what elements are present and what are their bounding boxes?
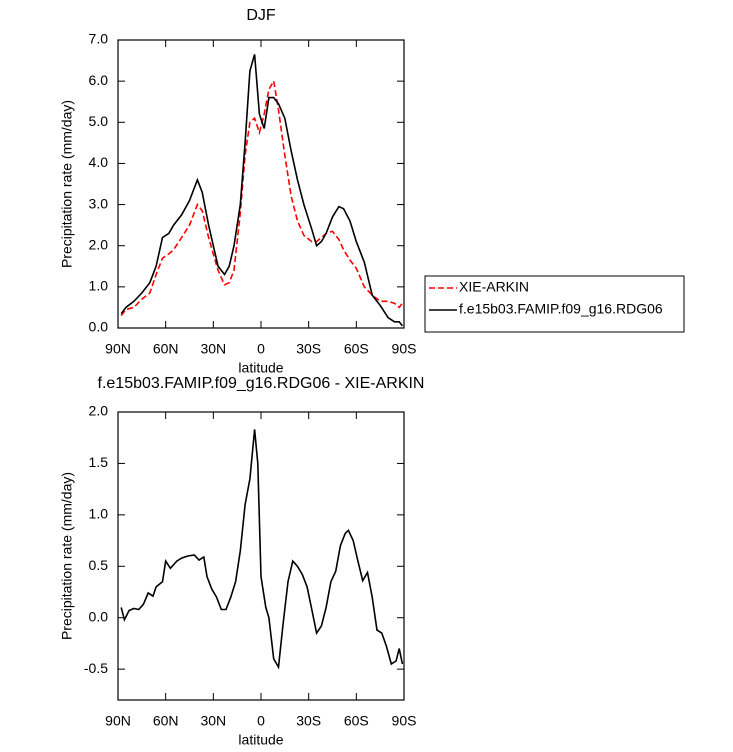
legend-box [424, 275, 685, 333]
data-line [120, 54, 404, 327]
y-tick-label: 7.0 [89, 31, 109, 47]
x-tick-label: 60N [153, 341, 179, 357]
plot-frame [117, 39, 405, 329]
x-tick-label: 30S [296, 713, 321, 729]
x-tick-label: 60S [344, 341, 369, 357]
x-axis-label: latitude [238, 732, 283, 748]
x-tick-label: 60S [344, 713, 369, 729]
y-tick-label: 4.0 [89, 154, 109, 170]
y-tick-label: -0.5 [84, 660, 108, 676]
chart-title: DJF [246, 7, 276, 24]
x-tick-label: 0 [257, 713, 265, 729]
y-tick-label: 6.0 [89, 72, 109, 88]
x-tick-label: 30N [200, 713, 226, 729]
y-tick-label: 3.0 [89, 195, 109, 211]
x-tick-label: 60N [153, 713, 179, 729]
x-tick-label: 90N [105, 341, 131, 357]
legend-label: f.e15b03.FAMIP.f09_g16.RDG06 [459, 301, 663, 317]
y-tick-label: 0.5 [89, 557, 109, 573]
x-tick-label: 90S [392, 341, 417, 357]
y-tick-label: 0.0 [89, 319, 109, 335]
y-tick-label: 2.0 [89, 236, 109, 252]
legend-label: XIE-ARKIN [459, 279, 529, 295]
x-tick-label: 90N [105, 713, 131, 729]
y-tick-label: 1.5 [89, 454, 109, 470]
y-tick-label: 2.0 [89, 403, 109, 419]
y-tick-label: 5.0 [89, 113, 109, 129]
y-tick-label: 1.0 [89, 506, 109, 522]
y-axis-label: Precipitation rate (mm/day) [59, 472, 75, 640]
y-axis-label: Precipitation rate (mm/day) [59, 100, 75, 268]
x-tick-label: 30S [296, 341, 321, 357]
x-axis-label: latitude [238, 360, 283, 376]
data-line [120, 429, 404, 670]
chart-title: f.e15b03.FAMIP.f09_g16.RDG06 - XIE-ARKIN [98, 375, 425, 392]
x-tick-label: 30N [200, 341, 226, 357]
y-tick-label: 1.0 [89, 278, 109, 294]
data-line [120, 78, 404, 317]
x-tick-label: 0 [257, 341, 265, 357]
x-tick-label: 90S [392, 713, 417, 729]
y-tick-label: 0.0 [89, 608, 109, 624]
